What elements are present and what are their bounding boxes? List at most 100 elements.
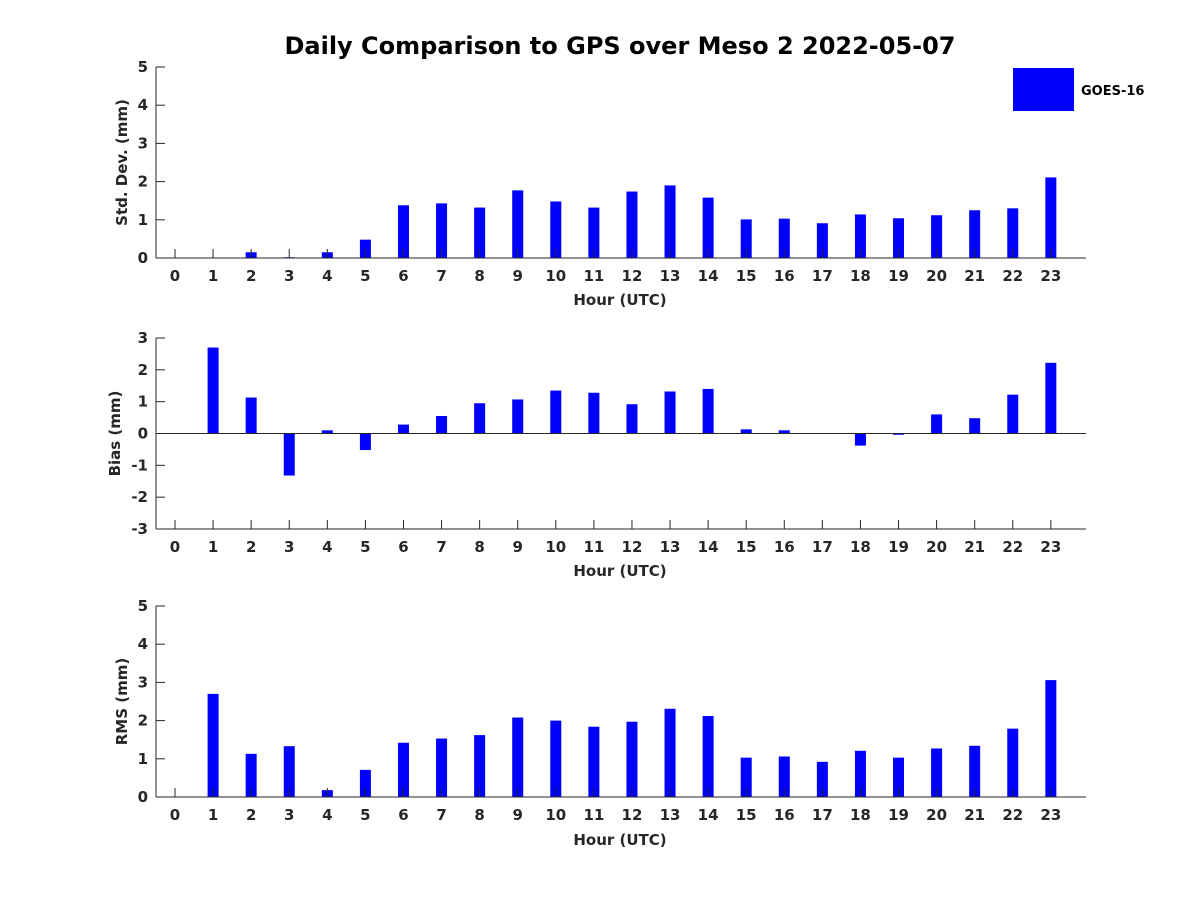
- x-tick-label: 22: [1002, 267, 1023, 285]
- bar: [778, 430, 790, 434]
- bar: [436, 415, 448, 434]
- x-tick-label: 12: [622, 267, 643, 285]
- y-tick-label: 3: [138, 329, 148, 347]
- bar: [1007, 208, 1019, 258]
- x-tick-label: 21: [964, 538, 985, 556]
- bar: [931, 748, 943, 797]
- bar: [854, 750, 866, 797]
- bar: [893, 433, 905, 435]
- panel-2: 0 1 2 3 4 5 6 7 8 9 10 11 12 13 14 15 16 17 18 19 20 21 22 23-3…: [106, 329, 1086, 580]
- bar: [740, 757, 752, 797]
- x-tick-label: 22: [1002, 538, 1023, 556]
- x-tick-label: 2: [246, 538, 256, 556]
- x-tick-label: 19: [888, 538, 909, 556]
- y-tick-label: 2: [138, 361, 148, 379]
- bar: [931, 414, 943, 434]
- x-tick-label: 16: [774, 267, 795, 285]
- x-tick-label: 23: [1040, 806, 1061, 824]
- y-axis-label: Bias (mm): [106, 391, 124, 477]
- y-tick-label: -3: [131, 520, 148, 538]
- y-tick-label: -2: [131, 488, 148, 506]
- bar: [969, 745, 981, 797]
- y-tick-label: 3: [138, 134, 148, 152]
- x-tick-label: 16: [774, 806, 795, 824]
- x-tick-label: 23: [1040, 267, 1061, 285]
- bar: [436, 203, 448, 258]
- x-tick-label: 17: [812, 267, 833, 285]
- x-tick-label: 18: [850, 806, 871, 824]
- bar: [512, 717, 524, 797]
- x-tick-label: 9: [513, 267, 523, 285]
- y-tick-label: 5: [138, 58, 148, 76]
- x-tick-label: 15: [736, 267, 757, 285]
- x-tick-label: 14: [698, 267, 719, 285]
- y-tick-label: 0: [138, 788, 148, 806]
- x-tick-label: 23: [1040, 538, 1061, 556]
- x-tick-label: 11: [583, 806, 604, 824]
- legend-label: GOES-16: [1081, 84, 1144, 99]
- bar: [588, 207, 600, 258]
- bar: [207, 693, 219, 797]
- x-tick-label: 15: [736, 806, 757, 824]
- x-tick-label: 15: [736, 538, 757, 556]
- x-tick-label: 16: [774, 538, 795, 556]
- x-tick-label: 19: [888, 806, 909, 824]
- x-tick-label: 4: [322, 538, 332, 556]
- bar: [359, 239, 371, 258]
- bar: [1045, 680, 1057, 797]
- x-tick-label: 17: [812, 806, 833, 824]
- y-tick-label: 2: [138, 173, 148, 191]
- x-tick-label: 1: [208, 538, 218, 556]
- bar: [397, 424, 409, 434]
- x-tick-label: 4: [322, 267, 332, 285]
- x-tick-label: 12: [622, 538, 643, 556]
- y-tick-label: 0: [138, 425, 148, 443]
- bar: [207, 347, 219, 434]
- x-tick-label: 17: [812, 538, 833, 556]
- x-tick-label: 18: [850, 267, 871, 285]
- x-tick-label: 10: [545, 267, 566, 285]
- x-tick-label: 6: [398, 267, 408, 285]
- y-tick-label: 0: [138, 249, 148, 267]
- bar: [893, 218, 905, 258]
- x-tick-label: 4: [322, 806, 332, 824]
- bar: [588, 726, 600, 797]
- x-tick-label: 14: [698, 806, 719, 824]
- bar: [512, 399, 524, 434]
- y-axis-label: RMS (mm): [113, 658, 131, 745]
- bar: [245, 397, 257, 434]
- x-tick-label: 20: [926, 806, 947, 824]
- y-tick-label: 5: [138, 597, 148, 615]
- y-tick-label: 1: [138, 393, 148, 411]
- x-tick-label: 5: [360, 806, 370, 824]
- bar: [474, 207, 486, 258]
- x-tick-label: 19: [888, 267, 909, 285]
- x-tick-label: 6: [398, 806, 408, 824]
- bar: [512, 190, 524, 258]
- bar: [321, 430, 333, 434]
- bar: [626, 404, 638, 434]
- bar: [854, 433, 866, 446]
- x-tick-label: 9: [513, 806, 523, 824]
- x-tick-label: 21: [964, 267, 985, 285]
- x-tick-label: 8: [474, 806, 484, 824]
- bar: [816, 761, 828, 797]
- x-tick-label: 0: [170, 538, 180, 556]
- x-tick-label: 12: [622, 806, 643, 824]
- bar: [664, 185, 676, 258]
- bar: [664, 391, 676, 434]
- bar: [816, 223, 828, 258]
- x-tick-label: 11: [583, 267, 604, 285]
- bar: [474, 735, 486, 797]
- x-axis-label: Hour (UTC): [573, 831, 666, 849]
- bar: [893, 757, 905, 797]
- x-tick-label: 10: [545, 806, 566, 824]
- x-tick-label: 13: [660, 267, 681, 285]
- x-axis-label: Hour (UTC): [573, 562, 666, 580]
- bar: [1007, 394, 1019, 434]
- bar: [550, 720, 562, 797]
- bar: [1007, 728, 1019, 797]
- bar: [397, 742, 409, 797]
- bar: [359, 769, 371, 797]
